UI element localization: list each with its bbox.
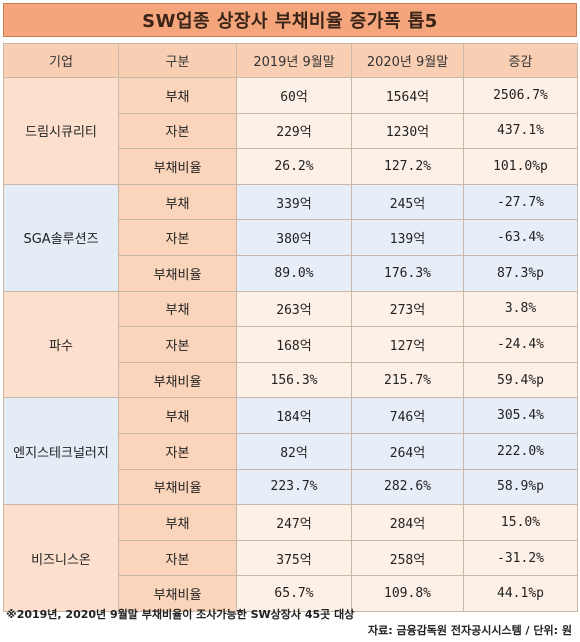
value-2020: 215.7% bbox=[351, 361, 464, 399]
row-kind: 자본 bbox=[118, 219, 237, 256]
value-2020: 127.2% bbox=[351, 148, 464, 185]
table-row: 엔지스테크널러지 부채 184억 746억 305.4% bbox=[3, 397, 578, 506]
header-2019: 2019년 9월말 bbox=[236, 43, 352, 78]
table-row: 비즈니스온 부채 247억 284억 15.0% bbox=[3, 504, 578, 612]
value-2019: 82억 bbox=[236, 432, 352, 470]
footnote: ※2019년, 2020년 9월말 부채비율이 조사가능한 SW상장사 45곳 … bbox=[6, 608, 355, 621]
value-2020: 258억 bbox=[351, 539, 464, 577]
value-2020: 176.3% bbox=[351, 254, 464, 292]
value-2019: 65.7% bbox=[236, 575, 352, 612]
table-row: 부채비율 223.7% 282.6% 58.9%p bbox=[4, 468, 578, 506]
group-sga-solutions: SGA솔루션즈 부채 339억 245억 -27.7% 자본 380억 139억… bbox=[3, 183, 578, 292]
row-kind: 부채비율 bbox=[118, 254, 237, 292]
company-name: 엔지스테크널러지 bbox=[3, 397, 119, 506]
table-row: 자본 380억 139억 -63.4% bbox=[4, 219, 578, 256]
value-2020: 1564억 bbox=[351, 77, 464, 114]
header-change: 증감 bbox=[463, 43, 578, 78]
value-change: 305.4% bbox=[463, 397, 578, 434]
value-2019: 184억 bbox=[236, 397, 352, 434]
table-row: 부채비율 26.2% 127.2% 101.0%p bbox=[4, 148, 578, 185]
value-change: 87.3%p bbox=[463, 254, 578, 292]
value-2019: 156.3% bbox=[236, 361, 352, 399]
table-row: 드림시큐리티 부채 60억 1564억 2506.7% bbox=[3, 77, 578, 185]
value-2019: 26.2% bbox=[236, 148, 352, 185]
row-kind: 부채 bbox=[118, 397, 237, 434]
value-2019: 60억 bbox=[236, 77, 352, 114]
value-2019: 89.0% bbox=[236, 254, 352, 292]
row-kind: 부채비율 bbox=[118, 468, 237, 506]
group-fasoo: 파수 부채 263억 273억 3.8% 자본 168억 127억 -24.4%… bbox=[3, 290, 578, 399]
value-change: 15.0% bbox=[463, 504, 578, 541]
table-row: 부채비율 65.7% 109.8% 44.1%p bbox=[4, 575, 578, 612]
table-row: 부채비율 89.0% 176.3% 87.3%p bbox=[4, 254, 578, 292]
value-change: 437.1% bbox=[463, 112, 578, 150]
table-row: 부채비율 156.3% 215.7% 59.4%p bbox=[4, 361, 578, 399]
row-kind: 부채 bbox=[118, 183, 237, 221]
value-2020: 1230억 bbox=[351, 112, 464, 150]
group-engis-technologies: 엔지스테크널러지 부채 184억 746억 305.4% 자본 82억 264억… bbox=[3, 397, 578, 506]
value-2019: 168억 bbox=[236, 326, 352, 363]
group-dreamsecurity: 드림시큐리티 부채 60억 1564억 2506.7% 자본 229억 1230… bbox=[3, 77, 578, 185]
value-change: 44.1%p bbox=[463, 575, 578, 612]
value-2020: 746억 bbox=[351, 397, 464, 434]
table-row: 자본 229억 1230억 437.1% bbox=[4, 112, 578, 150]
company-name: 파수 bbox=[3, 290, 119, 399]
company-name: SGA솔루션즈 bbox=[3, 183, 119, 292]
table-title: SW업종 상장사 부채비율 증가폭 톱5 bbox=[3, 3, 577, 37]
value-change: 2506.7% bbox=[463, 77, 578, 114]
value-change: -27.7% bbox=[463, 183, 578, 221]
value-2020: 245억 bbox=[351, 183, 464, 221]
value-2019: 380억 bbox=[236, 219, 352, 256]
row-kind: 자본 bbox=[118, 112, 237, 150]
row-kind: 자본 bbox=[118, 432, 237, 470]
row-kind: 부채 bbox=[118, 504, 237, 541]
value-change: 101.0%p bbox=[463, 148, 578, 185]
value-change: 58.9%p bbox=[463, 468, 578, 506]
value-change: 222.0% bbox=[463, 432, 578, 470]
header-kind: 구분 bbox=[118, 43, 237, 78]
row-kind: 부채비율 bbox=[118, 575, 237, 612]
row-kind: 자본 bbox=[118, 539, 237, 577]
row-kind: 부채 bbox=[118, 290, 237, 328]
table-row: 자본 82억 264억 222.0% bbox=[4, 432, 578, 470]
value-2019: 229억 bbox=[236, 112, 352, 150]
value-2020: 264억 bbox=[351, 432, 464, 470]
value-2019: 263억 bbox=[236, 290, 352, 328]
value-2020: 284억 bbox=[351, 504, 464, 541]
company-name: 비즈니스온 bbox=[3, 504, 119, 612]
value-change: -24.4% bbox=[463, 326, 578, 363]
table-row: 파수 부채 263억 273억 3.8% bbox=[3, 290, 578, 399]
value-2019: 223.7% bbox=[236, 468, 352, 506]
group-businesson: 비즈니스온 부채 247억 284억 15.0% 자본 375억 258억 -3… bbox=[3, 504, 578, 612]
value-2020: 109.8% bbox=[351, 575, 464, 612]
company-name: 드림시큐리티 bbox=[3, 77, 119, 185]
value-change: -63.4% bbox=[463, 219, 578, 256]
table-row: 자본 375억 258억 -31.2% bbox=[4, 539, 578, 577]
value-change: 3.8% bbox=[463, 290, 578, 328]
value-2020: 127억 bbox=[351, 326, 464, 363]
source-note: 자료: 금융감독원 전자공시시스템 / 단위: 원 bbox=[367, 624, 572, 637]
value-2019: 339억 bbox=[236, 183, 352, 221]
row-kind: 부채 bbox=[118, 77, 237, 114]
value-2020: 139억 bbox=[351, 219, 464, 256]
value-2020: 282.6% bbox=[351, 468, 464, 506]
debt-ratio-table: 기업 구분 2019년 9월말 2020년 9월말 증감 드림시큐리티 부채 6… bbox=[3, 43, 578, 612]
table-row: SGA솔루션즈 부채 339억 245억 -27.7% bbox=[3, 183, 578, 292]
value-change: 59.4%p bbox=[463, 361, 578, 399]
row-kind: 부채비율 bbox=[118, 361, 237, 399]
header-company: 기업 bbox=[3, 43, 119, 78]
row-kind: 자본 bbox=[118, 326, 237, 363]
value-change: -31.2% bbox=[463, 539, 578, 577]
header-2020: 2020년 9월말 bbox=[351, 43, 464, 78]
value-2020: 273억 bbox=[351, 290, 464, 328]
row-kind: 부채비율 bbox=[118, 148, 237, 185]
header-row: 기업 구분 2019년 9월말 2020년 9월말 증감 bbox=[3, 43, 578, 78]
value-2019: 375억 bbox=[236, 539, 352, 577]
table-row: 자본 168억 127억 -24.4% bbox=[4, 326, 578, 363]
value-2019: 247억 bbox=[236, 504, 352, 541]
